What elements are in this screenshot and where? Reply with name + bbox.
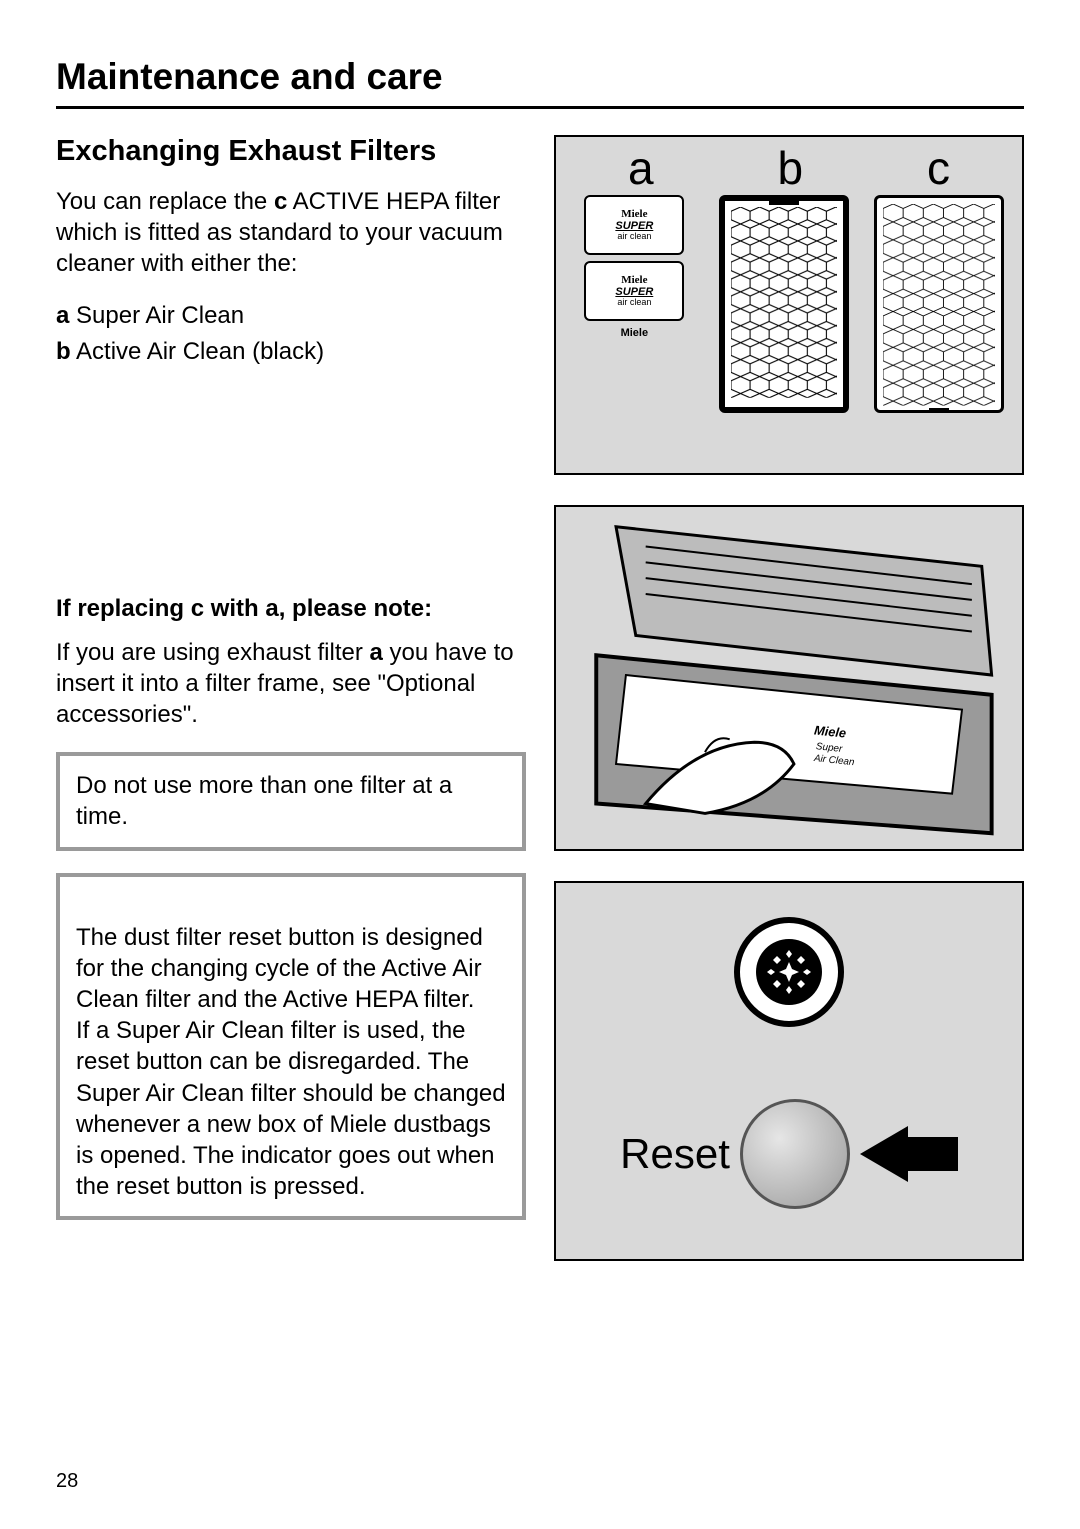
sub-para-pre: If you are using exhaust filter <box>56 639 370 666</box>
brand-label-bottom: Miele <box>621 327 649 339</box>
honeycomb-pattern-icon <box>731 207 837 398</box>
brand-label: Miele <box>621 208 647 220</box>
reset-button-icon <box>740 1099 850 1209</box>
filter-tab <box>769 199 799 205</box>
label-b: b <box>778 141 804 195</box>
content-columns: Exchanging Exhaust Filters You can repla… <box>56 135 1024 1261</box>
figure-insert-filter: Miele Super Air Clean <box>554 505 1024 851</box>
filter-pack: Miele SUPER air clean <box>584 195 684 255</box>
note2-text: The dust filter reset button is designed… <box>76 924 506 1201</box>
label-a: a <box>628 141 654 195</box>
filter-option-a: a Super Air Clean <box>56 298 526 334</box>
option-a-letter: a <box>56 302 69 329</box>
filter-side-tab <box>1001 228 1004 246</box>
note-box-single-filter: Do not use more than one filter at a tim… <box>56 752 526 850</box>
filter-option-b: b Active Air Clean (black) <box>56 334 526 370</box>
filter-side-tab <box>843 296 849 314</box>
airclean-label: air clean <box>617 232 651 242</box>
airclean-label: air clean <box>617 298 651 308</box>
figure-filter-types: a b c Miele SUPER air clean Miele <box>554 135 1024 475</box>
filter-a-stack: Miele SUPER air clean Miele SUPER air cl… <box>574 195 694 339</box>
option-b-text: Active Air Clean (black) <box>71 338 324 365</box>
option-a-text: Super Air Clean <box>69 302 244 329</box>
filter-side-tab <box>843 231 849 249</box>
filter-pack: Miele SUPER air clean <box>584 261 684 321</box>
brand-label: Miele <box>621 274 647 286</box>
insert-filter-illustration-icon: Miele Super Air Clean <box>556 507 1022 849</box>
abc-labels-row: a b c <box>556 137 1022 195</box>
sub-para-bold-a: a <box>370 639 383 666</box>
arrow-left-icon <box>860 1126 958 1182</box>
honeycomb-pattern-icon <box>883 204 995 406</box>
page-title: Maintenance and care <box>56 56 1024 109</box>
filter-b-active-air-clean <box>719 195 849 413</box>
figure-reset-button: Reset <box>554 881 1024 1261</box>
filter-c-active-hepa <box>874 195 1004 413</box>
reset-label: Reset <box>620 1130 730 1178</box>
filter-tab <box>929 408 949 413</box>
intro-pre: You can replace the <box>56 188 274 215</box>
intro-bold-c: c <box>274 188 287 215</box>
intro-paragraph: You can replace the c ACTIVE HEPA filter… <box>56 186 526 280</box>
option-b-letter: b <box>56 338 71 365</box>
left-column: Exchanging Exhaust Filters You can repla… <box>56 135 526 1261</box>
right-column: a b c Miele SUPER air clean Miele <box>554 135 1024 1261</box>
label-c: c <box>927 141 950 195</box>
note-box-reset-info: The dust filter reset button is designed… <box>56 873 526 1221</box>
note1-text: Do not use more than one filter at a tim… <box>76 772 452 830</box>
sub-paragraph: If you are using exhaust filter a you ha… <box>56 637 526 731</box>
reset-row: Reset <box>556 1099 1022 1209</box>
page-number: 28 <box>56 1470 78 1493</box>
filters-row: Miele SUPER air clean Miele SUPER air cl… <box>556 195 1022 429</box>
filter-side-tab <box>1001 358 1004 376</box>
indicator-pattern-icon <box>754 937 824 1007</box>
sub-heading: If replacing c with a, please note: <box>56 595 526 623</box>
section-heading: Exchanging Exhaust Filters <box>56 135 526 168</box>
filter-side-tab <box>843 361 849 379</box>
filter-indicator-icon <box>734 917 844 1027</box>
